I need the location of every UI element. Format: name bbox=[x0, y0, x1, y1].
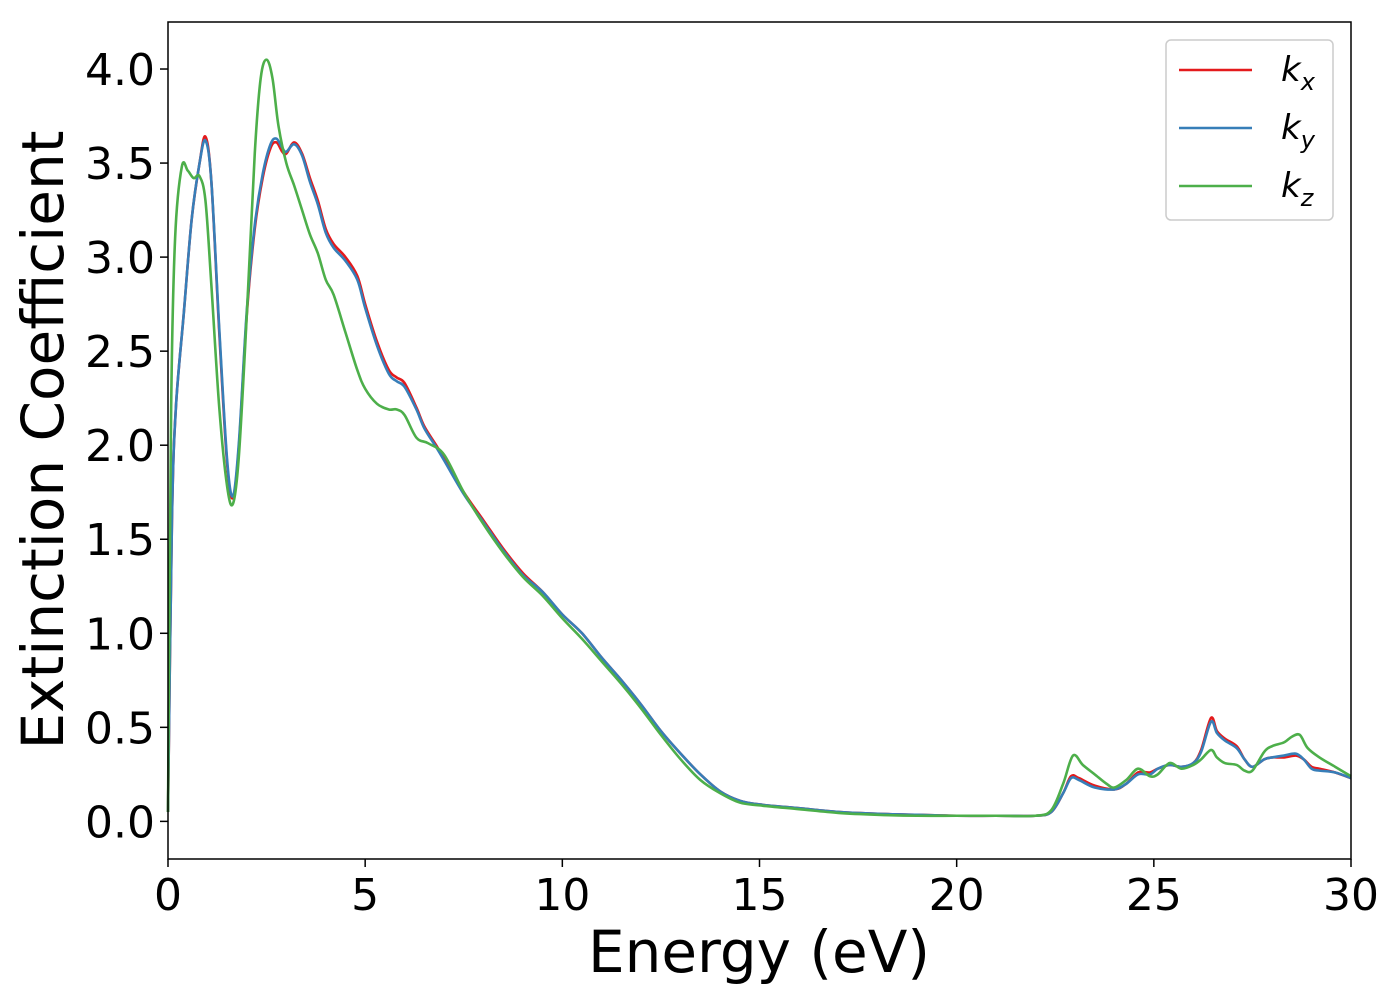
y-tick-label: 2.5 bbox=[85, 327, 155, 378]
series-layer bbox=[166, 58, 1352, 818]
x-tick-label: 5 bbox=[351, 870, 379, 921]
series-line-y bbox=[166, 137, 1352, 818]
y-tick-label: 1.5 bbox=[85, 515, 155, 566]
y-tick-label: 0.5 bbox=[85, 703, 155, 754]
y-tick-label: 4.0 bbox=[85, 45, 155, 96]
x-tick-label: 30 bbox=[1323, 870, 1379, 921]
y-tick-label: 0.0 bbox=[85, 797, 155, 848]
x-tick-label: 15 bbox=[732, 870, 788, 921]
x-tick-label: 0 bbox=[154, 870, 182, 921]
y-tick-label: 3.5 bbox=[85, 139, 155, 190]
y-tick-label: 1.0 bbox=[85, 609, 155, 660]
x-tick-label: 20 bbox=[929, 870, 985, 921]
x-axis-ticks: 0 5 10 15 20 25 30 bbox=[154, 859, 1379, 921]
x-axis-title: Energy (eV) bbox=[588, 918, 930, 986]
y-axis-title: Extinction Coefficient bbox=[9, 131, 77, 750]
x-tick-label: 25 bbox=[1126, 870, 1182, 921]
series-line-z bbox=[166, 58, 1352, 818]
y-tick-label: 2.0 bbox=[85, 421, 155, 472]
y-axis-ticks: 0.0 0.5 1.0 1.5 2.0 2.5 3.0 3.5 4.0 bbox=[85, 45, 168, 848]
y-tick-label: 3.0 bbox=[85, 233, 155, 284]
series-line-x bbox=[166, 135, 1352, 818]
legend-frame bbox=[1165, 39, 1334, 221]
x-tick-label: 10 bbox=[534, 870, 590, 921]
